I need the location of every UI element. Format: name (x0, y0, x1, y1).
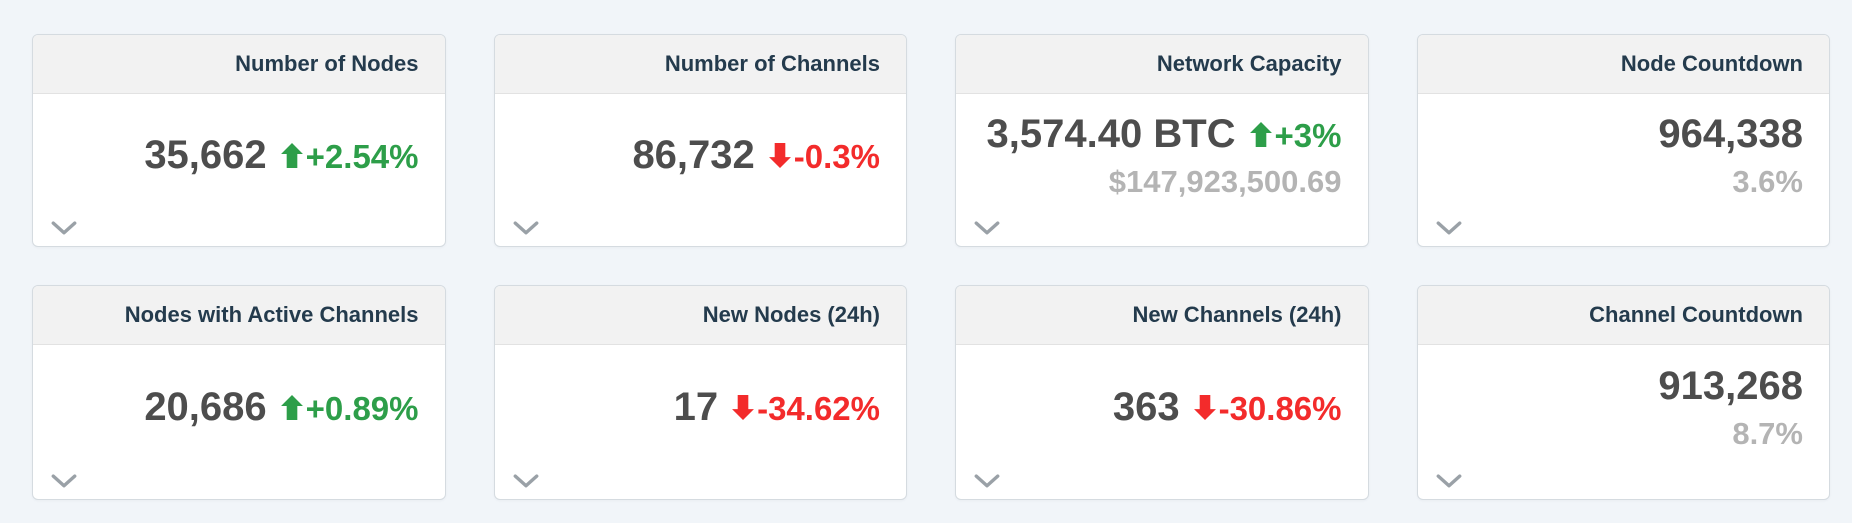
expand-chevron-button[interactable] (1432, 217, 1466, 240)
stat-value: 35,662 (144, 133, 267, 177)
stat-value: 913,268 (1658, 363, 1803, 408)
stat-change-label: +2.54% (305, 138, 419, 175)
chevron-down-icon (51, 221, 77, 236)
stat-change: +3% (1236, 119, 1342, 152)
expand-chevron-button[interactable] (1432, 470, 1466, 493)
stat-change-label: -34.62% (757, 390, 880, 427)
stat-secondary-value: 8.7% (1732, 415, 1803, 451)
card-header: New Channels (24h) (956, 286, 1368, 345)
chevron-down-icon (513, 221, 539, 236)
stat-value-line: 913,268 (1658, 366, 1803, 406)
card-body: 3,574.40 BTC +3% $147,923,500.69 (956, 94, 1368, 246)
chevron-down-icon (974, 221, 1000, 236)
card-body: 363 -30.86% (956, 345, 1368, 499)
stat-change: -34.62% (718, 392, 880, 425)
card-title: Network Capacity (1156, 51, 1342, 76)
card-title: New Channels (24h) (1132, 302, 1342, 327)
stat-card-number-of-channels: Number of Channels 86,732 -0.3% (493, 34, 907, 247)
expand-chevron-button[interactable] (509, 217, 543, 240)
card-title: New Nodes (24h) (702, 302, 880, 327)
card-header: Node Countdown (1417, 35, 1829, 94)
stat-value-line: 35,662 +2.54% (144, 135, 418, 175)
card-title: Number of Nodes (235, 51, 419, 76)
stat-change: -0.3% (755, 140, 880, 173)
stat-change-label: +3% (1274, 116, 1342, 154)
stat-change: +0.89% (267, 392, 419, 425)
card-title: Number of Channels (664, 51, 880, 76)
chevron-down-icon (974, 474, 1000, 489)
stat-card-number-of-nodes: Number of Nodes 35,662 +2.54% (32, 34, 446, 247)
stat-card-node-countdown: Node Countdown 964,338 3.6% (1416, 34, 1830, 247)
card-header: Nodes with Active Channels (33, 286, 445, 345)
card-header: Network Capacity (956, 35, 1368, 94)
arrow-down-icon (1193, 395, 1216, 420)
stat-secondary-value: 3.6% (1732, 163, 1803, 199)
chevron-down-icon (51, 474, 77, 489)
stat-change-label: -30.86% (1218, 390, 1342, 427)
stat-change-label: -0.3% (793, 138, 880, 175)
card-header: Number of Nodes (33, 35, 445, 94)
card-body: 35,662 +2.54% (33, 94, 445, 246)
stat-value-line: 3,574.40 BTC +3% (987, 114, 1342, 154)
expand-chevron-button[interactable] (970, 217, 1004, 240)
stat-change: +2.54% (267, 140, 419, 173)
card-body: 964,338 3.6% (1418, 94, 1830, 246)
arrow-up-icon (280, 143, 303, 168)
arrow-down-icon (768, 143, 791, 168)
card-header: New Nodes (24h) (494, 286, 906, 345)
arrow-up-icon (280, 395, 303, 420)
stat-value: 3,574.40 BTC (986, 111, 1236, 156)
stat-secondary-value: $147,923,500.69 (1108, 163, 1342, 199)
stat-card-channel-countdown: Channel Countdown 913,268 8.7% (1416, 285, 1830, 500)
expand-chevron-button[interactable] (970, 470, 1004, 493)
card-header: Channel Countdown (1417, 286, 1829, 345)
card-title: Nodes with Active Channels (124, 302, 419, 327)
card-body: 913,268 8.7% (1418, 345, 1830, 499)
expand-chevron-button[interactable] (47, 217, 81, 240)
arrow-up-icon (1249, 121, 1272, 147)
arrow-down-icon (732, 395, 755, 420)
stat-value: 20,686 (144, 385, 267, 429)
expand-chevron-button[interactable] (509, 470, 543, 493)
card-title: Node Countdown (1620, 51, 1803, 76)
stat-change: -30.86% (1180, 392, 1342, 425)
card-body: 17 -34.62% (495, 345, 907, 499)
stat-value-line: 86,732 -0.3% (632, 135, 880, 175)
chevron-down-icon (1436, 474, 1462, 489)
stat-value-line: 20,686 +0.89% (144, 387, 418, 427)
stat-value: 363 (1112, 385, 1180, 429)
stat-value-line: 17 -34.62% (674, 387, 880, 427)
stat-value: 86,732 (632, 133, 755, 177)
stat-change-label: +0.89% (305, 390, 419, 427)
stat-card-new-nodes-24h: New Nodes (24h) 17 -34.62% (493, 285, 907, 500)
card-body: 20,686 +0.89% (33, 345, 445, 499)
stat-card-new-channels-24h: New Channels (24h) 363 -30.86% (955, 285, 1369, 500)
stat-card-nodes-with-active-channels: Nodes with Active Channels 20,686 +0.89% (32, 285, 446, 500)
card-title: Channel Countdown (1589, 302, 1803, 327)
card-header: Number of Channels (494, 35, 906, 94)
chevron-down-icon (1436, 221, 1462, 236)
stat-value: 964,338 (1658, 111, 1803, 156)
stat-value: 17 (673, 385, 719, 429)
stat-value-line: 363 -30.86% (1113, 387, 1342, 427)
stat-value-line: 964,338 (1658, 114, 1803, 154)
chevron-down-icon (513, 474, 539, 489)
card-body: 86,732 -0.3% (495, 94, 907, 246)
expand-chevron-button[interactable] (47, 470, 81, 493)
stat-card-network-capacity: Network Capacity 3,574.40 BTC +3% $147,9… (955, 34, 1369, 247)
